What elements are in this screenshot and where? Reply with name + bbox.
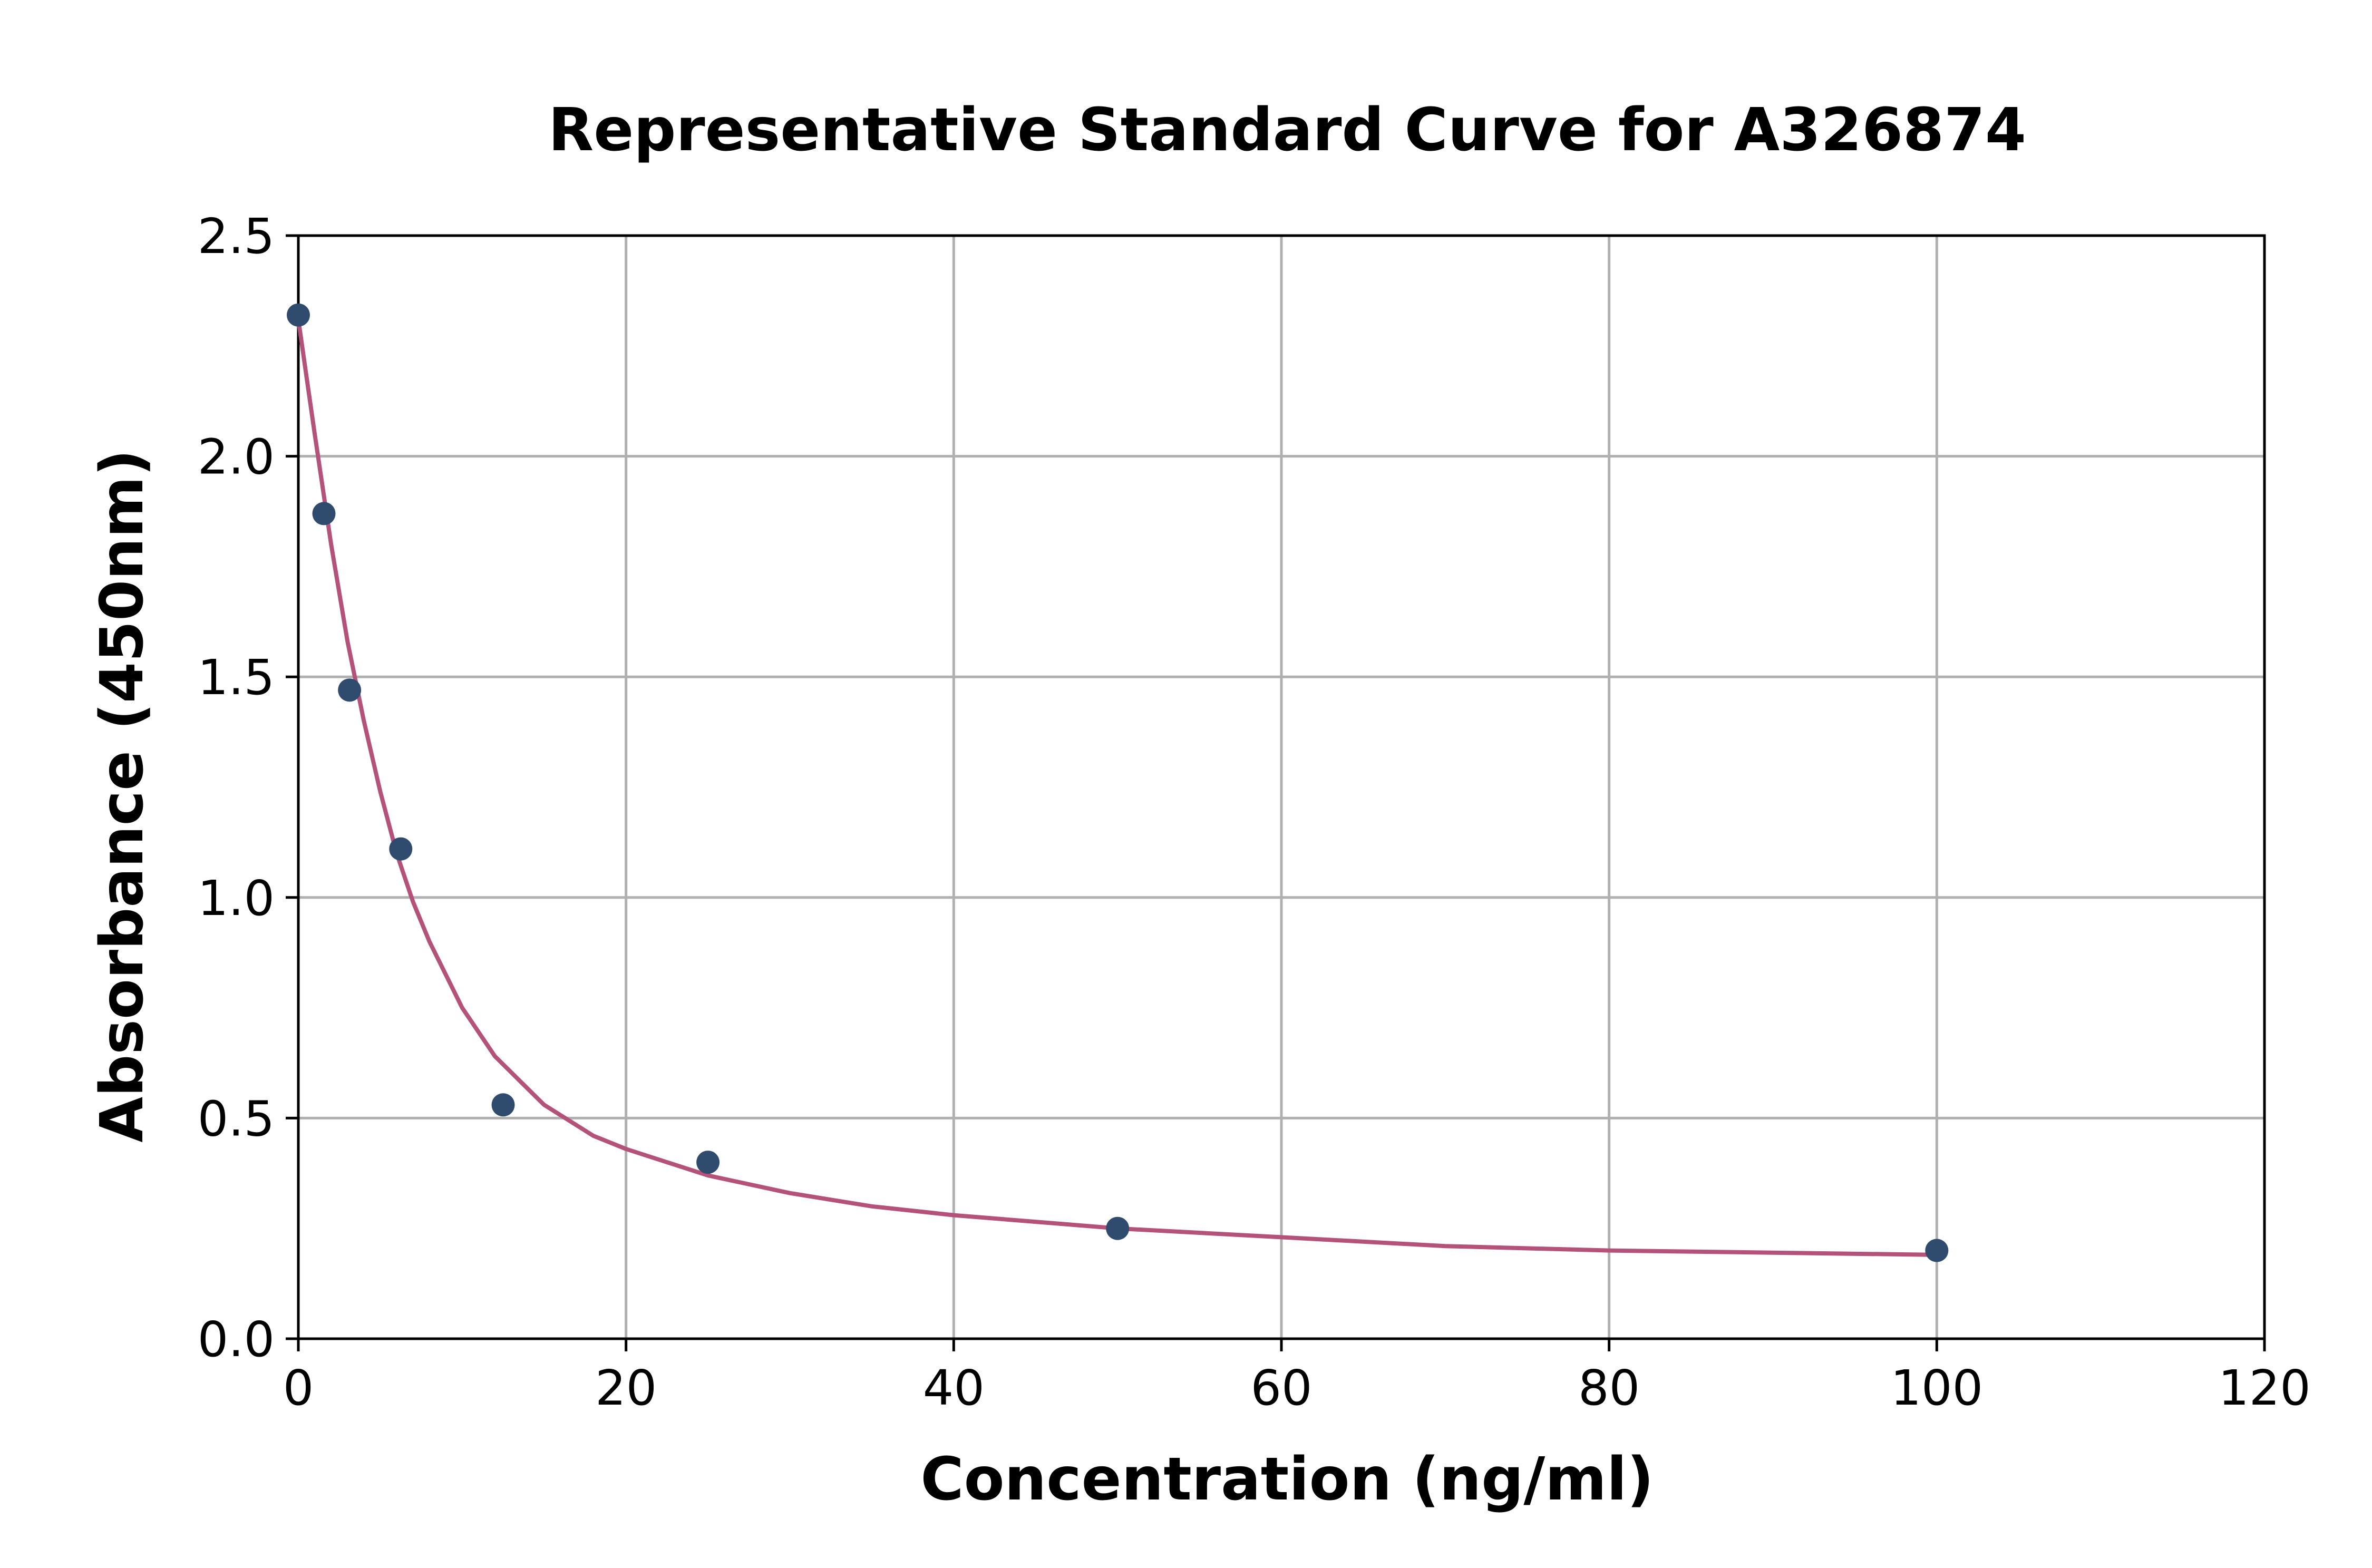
data-point bbox=[312, 502, 336, 525]
y-tick-label: 2.0 bbox=[198, 429, 275, 485]
x-tick-label: 0 bbox=[283, 1360, 314, 1416]
y-tick-label: 2.5 bbox=[198, 208, 275, 265]
x-tick-label: 120 bbox=[2218, 1360, 2311, 1416]
x-tick-label: 20 bbox=[595, 1360, 657, 1416]
data-point bbox=[1925, 1239, 1949, 1262]
data-point bbox=[696, 1151, 720, 1174]
data-point bbox=[338, 678, 362, 702]
x-tick-label: 80 bbox=[1578, 1360, 1640, 1416]
x-tick-label: 40 bbox=[923, 1360, 985, 1416]
grid-lines bbox=[298, 236, 2264, 1339]
fitted-curve-layer bbox=[296, 317, 1939, 1257]
x-axis-label: Concentration (ng/ml) bbox=[920, 1445, 1654, 1514]
fitted-curve-line bbox=[296, 317, 1939, 1257]
y-tick-label: 0.0 bbox=[198, 1311, 275, 1368]
axis-ticks: 0 20 40 60 80 100 120 0.0 0.5 1.0 1.5 2.0 2.5 bbox=[198, 208, 2311, 1416]
data-point bbox=[287, 303, 310, 327]
data-point bbox=[1106, 1216, 1130, 1240]
y-tick-label: 0.5 bbox=[198, 1090, 275, 1147]
x-tick-label: 100 bbox=[1891, 1360, 1984, 1416]
y-tick-label: 1.0 bbox=[198, 870, 275, 927]
data-points-layer bbox=[287, 303, 1949, 1262]
data-point bbox=[389, 837, 413, 861]
data-point bbox=[491, 1093, 515, 1117]
y-axis-label: Absorbance (450nm) bbox=[88, 449, 157, 1142]
chart-title: Representative Standard Curve for A32687… bbox=[548, 96, 2026, 164]
y-tick-label: 1.5 bbox=[198, 649, 275, 706]
x-tick-label: 60 bbox=[1250, 1360, 1312, 1416]
